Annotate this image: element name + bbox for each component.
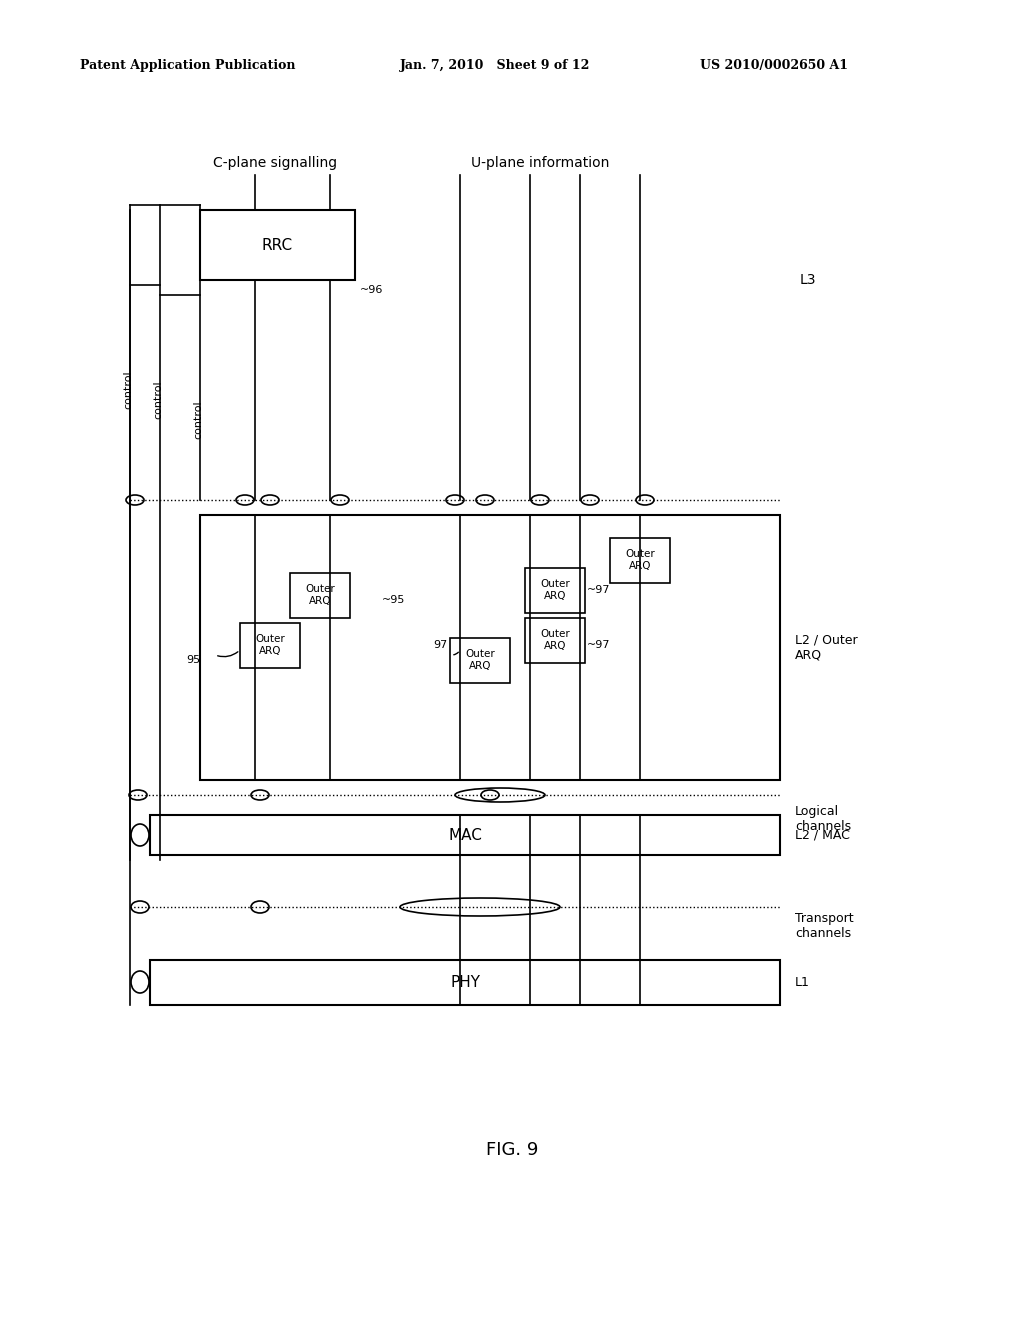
Text: PHY: PHY <box>450 975 480 990</box>
Text: control: control <box>153 380 163 420</box>
Text: Transport
channels: Transport channels <box>795 912 854 940</box>
Text: 97: 97 <box>433 640 447 649</box>
Text: US 2010/0002650 A1: US 2010/0002650 A1 <box>700 58 848 71</box>
Text: control: control <box>193 401 203 440</box>
Text: Logical
channels: Logical channels <box>795 805 851 833</box>
Text: L2 / Outer
ARQ: L2 / Outer ARQ <box>795 634 858 661</box>
Text: Outer
ARQ: Outer ARQ <box>625 549 655 570</box>
Text: ~97: ~97 <box>587 640 610 649</box>
Text: ~95: ~95 <box>382 595 406 605</box>
Text: U-plane information: U-plane information <box>471 156 609 170</box>
Text: RRC: RRC <box>262 238 293 252</box>
Text: L3: L3 <box>800 273 816 286</box>
Text: Outer
ARQ: Outer ARQ <box>465 649 495 671</box>
Text: L1: L1 <box>795 975 810 989</box>
Text: C-plane signalling: C-plane signalling <box>213 156 337 170</box>
Text: Outer
ARQ: Outer ARQ <box>540 630 570 651</box>
Text: ~96: ~96 <box>360 285 383 294</box>
Text: L2 / MAC: L2 / MAC <box>795 829 850 842</box>
Text: control: control <box>123 371 133 409</box>
Text: Patent Application Publication: Patent Application Publication <box>80 58 296 71</box>
Text: MAC: MAC <box>449 828 482 842</box>
Text: Outer
ARQ: Outer ARQ <box>255 634 285 656</box>
Text: FIG. 9: FIG. 9 <box>485 1140 539 1159</box>
Text: 95: 95 <box>186 655 200 665</box>
Text: Outer
ARQ: Outer ARQ <box>305 585 335 606</box>
Text: Jan. 7, 2010   Sheet 9 of 12: Jan. 7, 2010 Sheet 9 of 12 <box>400 58 591 71</box>
Text: Outer
ARQ: Outer ARQ <box>540 579 570 601</box>
Text: ~97: ~97 <box>587 585 610 595</box>
